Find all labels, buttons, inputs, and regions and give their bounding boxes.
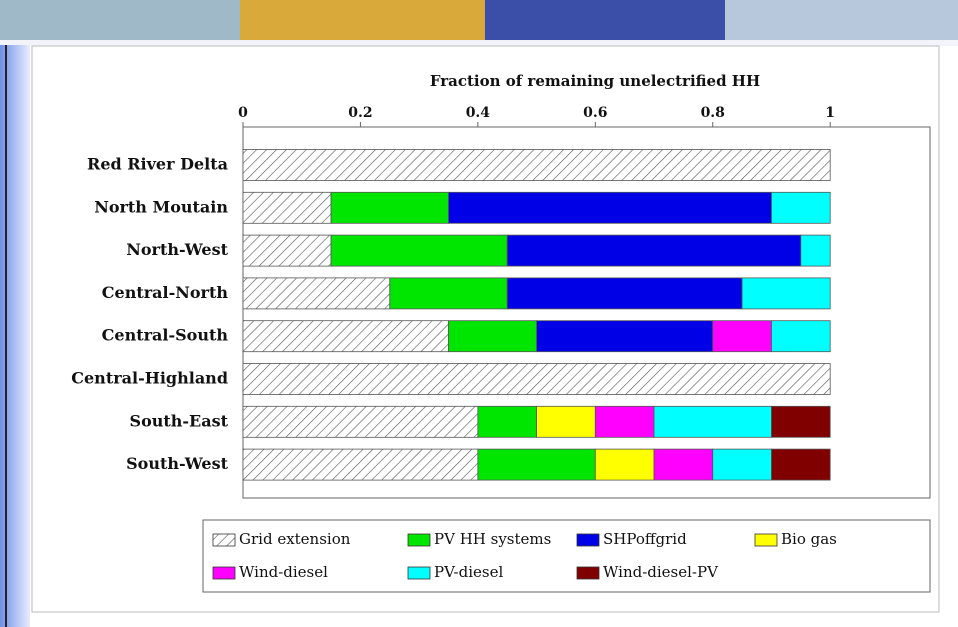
bar-segment <box>507 235 801 266</box>
bar-segment <box>331 192 448 223</box>
bar-segment <box>478 449 595 480</box>
bar-segment <box>713 449 772 480</box>
slide: Fraction of remaining unelectrified HH 0… <box>0 0 958 627</box>
legend-swatch <box>408 534 430 546</box>
bar-segment <box>449 192 772 223</box>
x-tick-label: 1 <box>825 105 835 121</box>
legend-label: PV HH systems <box>434 530 551 548</box>
legend-label: Wind-diesel <box>239 563 328 581</box>
legend-swatch <box>213 567 235 579</box>
bar-segment <box>449 321 537 352</box>
axis-title: Fraction of remaining unelectrified HH <box>430 72 760 90</box>
bar-segment <box>243 192 331 223</box>
bar-segment <box>537 406 596 437</box>
bar-segment <box>478 406 537 437</box>
bar-segment <box>331 235 507 266</box>
bar-segment <box>654 406 771 437</box>
x-tick-label: 0.2 <box>348 105 372 121</box>
category-label: Red River Delta <box>87 155 228 174</box>
bar-segment <box>595 449 654 480</box>
bar-segment <box>654 449 713 480</box>
bar-segment <box>537 321 713 352</box>
legend-label: Wind-diesel-PV <box>603 563 719 581</box>
category-label: South-East <box>130 411 229 430</box>
x-tick-label: 0.8 <box>701 105 725 121</box>
legend-swatch <box>408 567 430 579</box>
legend-swatch <box>577 567 599 579</box>
bar-segment <box>742 278 830 309</box>
category-label: Central-North <box>102 283 229 302</box>
bar-segment <box>507 278 742 309</box>
bar-segment <box>771 321 830 352</box>
category-label: North-West <box>126 240 228 259</box>
legend-swatch <box>577 534 599 546</box>
x-tick-label: 0.4 <box>466 105 491 121</box>
category-label: South-West <box>126 454 229 473</box>
legend-label: SHPoffgrid <box>603 530 687 548</box>
bar-segment <box>243 278 390 309</box>
x-tick-label: 0 <box>238 105 248 121</box>
bar-segment <box>713 321 772 352</box>
category-label: North Moutain <box>94 197 228 216</box>
legend-label: Bio gas <box>781 530 837 548</box>
category-label: Central-Highland <box>71 369 228 388</box>
legend-label: Grid extension <box>239 530 351 548</box>
bar-segment <box>771 192 830 223</box>
bar-segment <box>771 406 830 437</box>
side-decoration <box>0 45 30 627</box>
legend-swatch <box>213 534 235 546</box>
bar-segment <box>243 321 449 352</box>
plot-area <box>243 127 930 498</box>
bar-segment <box>243 364 830 395</box>
legend-swatch <box>755 534 777 546</box>
x-tick-label: 0.6 <box>583 105 607 121</box>
legend-label: PV-diesel <box>434 563 503 581</box>
bar-segment <box>243 406 478 437</box>
bar-segment <box>243 150 830 181</box>
bar-segment <box>771 449 830 480</box>
bar-segment <box>390 278 507 309</box>
bar-segment <box>801 235 830 266</box>
bar-segment <box>243 449 478 480</box>
bar-segment <box>595 406 654 437</box>
banner <box>0 0 958 46</box>
bar-segment <box>243 235 331 266</box>
category-label: Central-South <box>102 326 229 345</box>
